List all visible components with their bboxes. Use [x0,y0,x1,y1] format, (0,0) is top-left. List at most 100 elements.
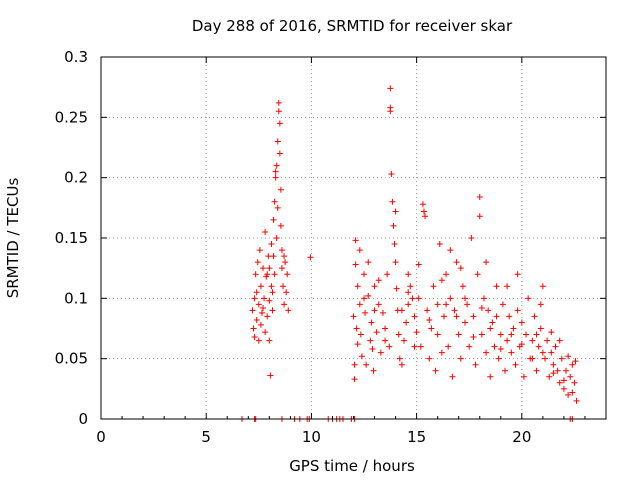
data-point [525,295,532,302]
data-point [267,372,274,379]
data-point [396,355,403,362]
data-point [514,307,521,314]
data-point [277,186,284,193]
x-tick-label: 0 [96,428,106,446]
data-point [558,355,565,362]
data-point [405,271,412,278]
data-point [391,241,398,248]
data-point [393,285,400,292]
data-point [351,376,358,383]
data-point [354,341,361,348]
y-tick-label: 0.05 [55,350,88,368]
data-point [285,307,292,314]
data-point [489,319,496,326]
data-point [271,198,278,205]
data-point [260,304,267,311]
data-point [352,237,359,244]
data-point [455,331,462,338]
data-point [266,297,273,304]
data-point [357,331,364,338]
data-point [504,337,511,344]
data-point [432,367,439,374]
data-point [529,337,536,344]
data-point [453,259,460,266]
data-point [354,283,361,290]
data-point [392,259,399,266]
data-point [264,271,271,278]
data-point [497,346,504,353]
data-point [434,301,441,308]
data-point [550,370,557,377]
data-point [273,162,280,169]
data-point [273,235,280,241]
data-point [554,367,561,374]
data-point [252,271,259,278]
data-point [478,331,485,338]
y-tick-label: 0.25 [55,108,88,126]
data-point [518,341,525,348]
data-point [434,331,441,338]
data-point [487,373,494,380]
data-point [272,168,279,175]
data-point [483,259,490,266]
data-point [422,213,429,220]
data-point [462,319,469,326]
data-point [493,313,500,320]
data-point [407,283,414,290]
data-point [271,271,278,278]
data-point [256,247,263,254]
data-point [537,325,544,332]
data-point [419,201,426,208]
data-point [365,292,372,299]
data-point [539,349,546,356]
data-point [265,253,272,260]
data-point [387,108,394,115]
y-tick-label: 0.3 [64,48,88,66]
data-point [565,353,572,360]
data-point [371,283,378,290]
data-point [369,346,376,353]
data-point [440,313,447,320]
y-tick-label: 0.15 [55,229,88,247]
data-point [377,349,384,356]
data-point [470,333,477,340]
grid-lines [101,57,606,419]
data-point [405,301,412,308]
data-point [274,138,281,145]
data-point [571,379,578,386]
data-point [459,283,466,290]
data-point [278,247,285,254]
data-point [368,319,375,326]
data-point [548,349,555,356]
data-point [382,325,389,332]
data-point [428,325,435,332]
data-point [529,355,536,362]
data-point [269,289,276,296]
data-point [453,313,460,320]
data-point [544,337,551,344]
data-point [565,391,572,398]
data-point [353,325,360,332]
data-point [474,271,481,278]
y-tick-label: 0.2 [64,169,88,187]
data-point [283,289,290,296]
data-point [438,277,445,284]
data-point [546,373,553,380]
data-point [398,361,405,368]
data-point [351,361,358,368]
data-point [447,247,454,254]
data-point [445,343,452,350]
data-point [375,301,382,308]
x-tick-label: 15 [407,428,426,446]
data-point [502,367,508,374]
data-point [523,331,530,338]
data-point [392,208,399,215]
data-point [270,216,277,223]
data-point [384,271,391,278]
data-point [257,283,264,290]
data-point [268,241,275,248]
data-point [468,235,475,241]
data-point [514,271,521,278]
data-point [262,329,269,336]
